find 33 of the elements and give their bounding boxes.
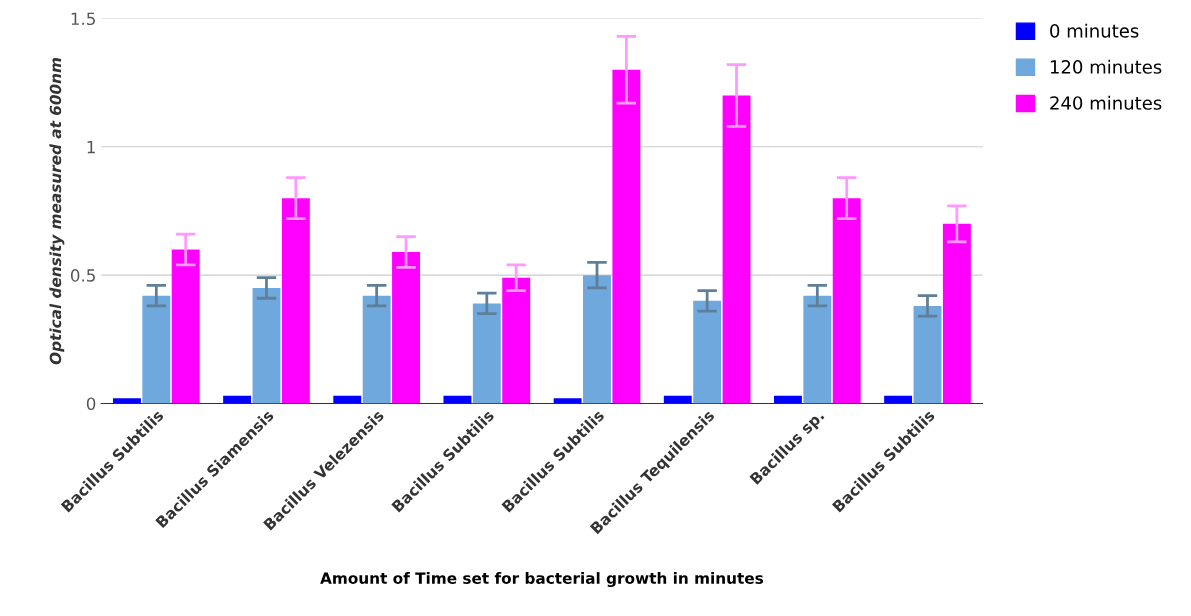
bar — [472, 303, 501, 404]
bar — [583, 275, 611, 404]
bar — [693, 300, 722, 404]
bar — [553, 398, 582, 404]
bar — [722, 95, 751, 404]
bar — [663, 395, 692, 404]
bar — [171, 249, 200, 404]
legend-label: 240 minutes — [1050, 95, 1162, 110]
bar — [392, 252, 420, 404]
bar — [362, 295, 391, 404]
bar — [832, 198, 861, 404]
bar — [773, 395, 802, 404]
bar — [333, 395, 362, 404]
y-axis-title: Optical density measured at 600nm — [49, 57, 65, 365]
bar — [942, 223, 971, 404]
bar — [612, 69, 641, 404]
bar — [281, 198, 310, 404]
bar — [252, 287, 281, 404]
legend-label: 120 minutes — [1050, 59, 1162, 74]
x-axis-title: Amount of Time set for bacterial growth in minutes — [320, 572, 764, 588]
bar — [502, 277, 531, 404]
bar — [884, 395, 913, 404]
y-tick-label: 1 — [87, 140, 95, 154]
legend-label: 0 minutes — [1050, 23, 1139, 38]
y-tick-label: 0 — [86, 397, 96, 411]
bar — [112, 398, 141, 404]
bar — [913, 305, 942, 404]
y-tick-label: 0.5 — [70, 269, 95, 282]
bar — [803, 295, 832, 404]
bar — [142, 295, 171, 404]
bar — [443, 395, 472, 404]
bar — [223, 395, 252, 404]
y-tick-label: 1.5 — [71, 12, 95, 26]
